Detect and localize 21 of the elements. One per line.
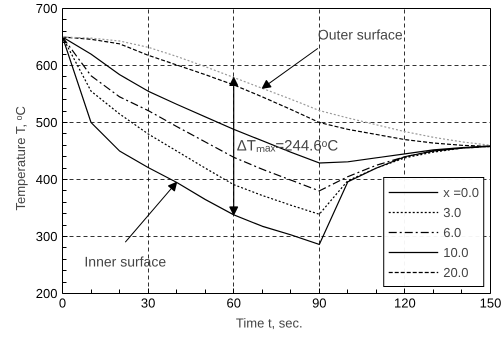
x-tick-label: 90 (312, 296, 327, 310)
legend-label: 6.0 (443, 224, 462, 240)
x-tick-label: 150 (480, 296, 502, 310)
x-tick-label: 60 (226, 296, 241, 310)
y-tick-label: 200 (36, 286, 58, 301)
legend-label: 20.0 (443, 264, 469, 280)
annotation: Inner surface (84, 254, 166, 270)
legend-label: 10.0 (443, 244, 469, 260)
legend-label: 3.0 (443, 204, 462, 220)
y-tick-label: 300 (36, 229, 58, 244)
x-tick-label: 30 (140, 296, 156, 310)
y-tick-label: 700 (36, 1, 58, 16)
y-tick-label: 500 (36, 115, 58, 130)
y-tick-label: 600 (36, 58, 58, 73)
annotation: Outer surface (318, 26, 403, 43)
y-tick-label: 400 (36, 172, 58, 187)
x-axis-title: Time t, sec. (236, 316, 303, 330)
legend-label: x =0.0 (443, 184, 479, 200)
x-tick-label: 120 (394, 296, 416, 310)
y-axis-title: Temperature T, ᵒC (12, 106, 28, 211)
x-tick-label: 0 (58, 296, 66, 310)
